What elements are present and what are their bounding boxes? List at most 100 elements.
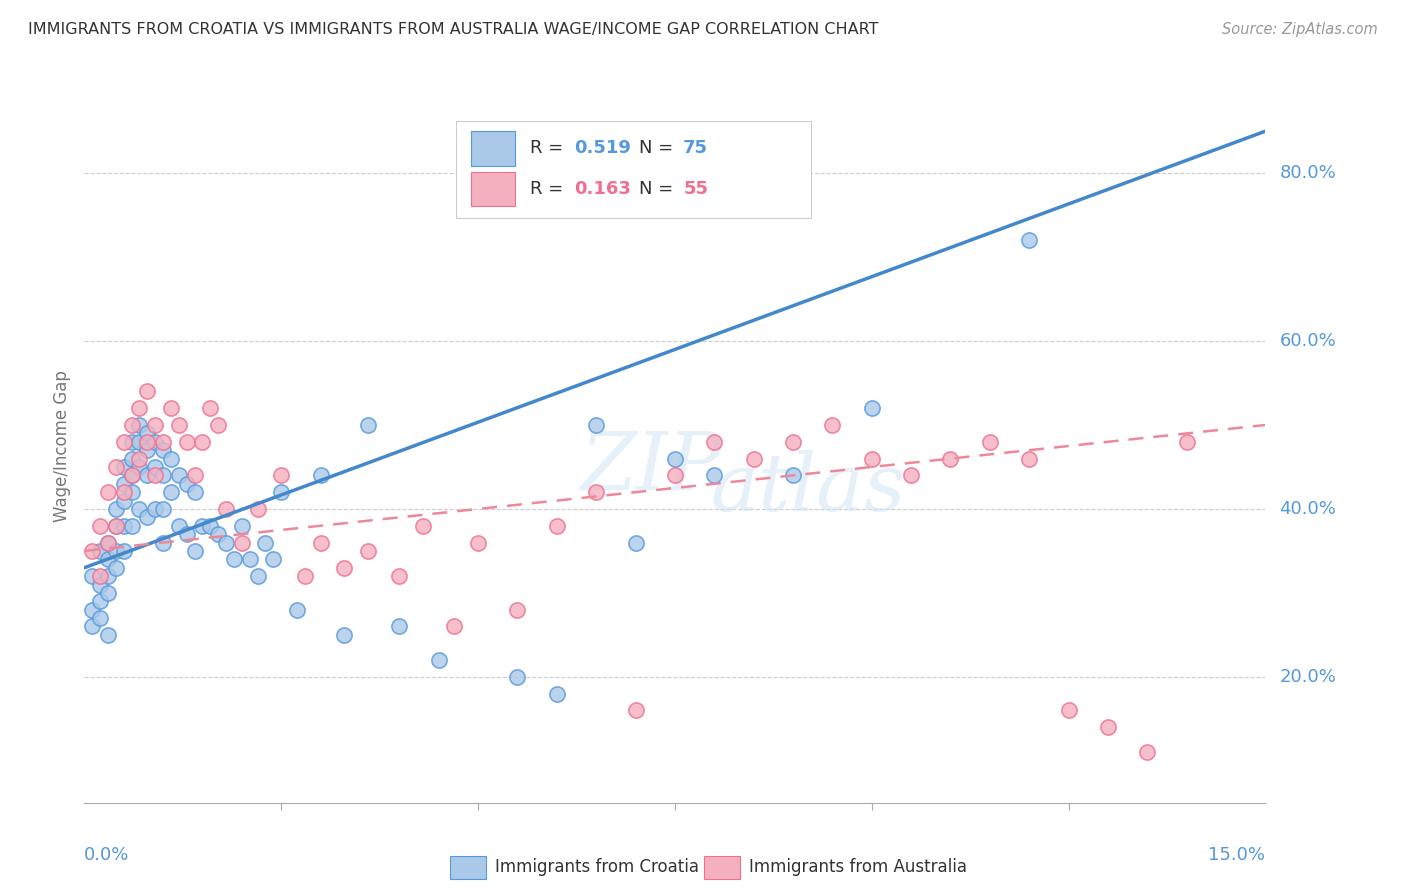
FancyBboxPatch shape	[471, 131, 516, 166]
Point	[412, 518, 434, 533]
Point	[1018, 233, 1040, 247]
Point	[703, 468, 725, 483]
Point	[546, 518, 568, 533]
Point	[82, 569, 104, 583]
Text: Immigrants from Croatia: Immigrants from Croatia	[495, 858, 699, 876]
Point	[82, 619, 104, 633]
Text: 80.0%: 80.0%	[1279, 164, 1336, 182]
Text: Immigrants from Australia: Immigrants from Australia	[749, 858, 967, 876]
Point	[207, 417, 229, 432]
Point	[143, 460, 166, 475]
Point	[128, 460, 150, 475]
Point	[121, 468, 143, 483]
Point	[112, 493, 135, 508]
Point	[112, 434, 135, 449]
Point	[128, 401, 150, 416]
Point	[152, 502, 174, 516]
Point	[89, 594, 111, 608]
Y-axis label: Wage/Income Gap: Wage/Income Gap	[53, 370, 72, 522]
Point	[136, 510, 159, 524]
Point	[183, 468, 205, 483]
FancyBboxPatch shape	[457, 121, 811, 218]
Point	[104, 544, 127, 558]
Point	[664, 468, 686, 483]
Text: 15.0%: 15.0%	[1208, 846, 1265, 863]
Text: R =: R =	[530, 180, 568, 198]
Point	[121, 451, 143, 466]
Point	[97, 535, 120, 549]
Point	[143, 468, 166, 483]
Point	[167, 417, 190, 432]
Point	[388, 569, 411, 583]
FancyBboxPatch shape	[471, 172, 516, 206]
Point	[167, 518, 190, 533]
Point	[160, 401, 183, 416]
Point	[207, 527, 229, 541]
Point	[160, 451, 183, 466]
Point	[200, 401, 222, 416]
Point	[1136, 746, 1159, 760]
Point	[1175, 434, 1198, 449]
Point	[270, 485, 292, 500]
Point	[112, 518, 135, 533]
Point	[82, 603, 104, 617]
Text: 0.519: 0.519	[575, 139, 631, 157]
Point	[270, 468, 292, 483]
Point	[97, 535, 120, 549]
Text: 55: 55	[683, 180, 709, 198]
Point	[128, 451, 150, 466]
Point	[285, 603, 308, 617]
Point	[97, 569, 120, 583]
Point	[979, 434, 1001, 449]
Point	[104, 518, 127, 533]
Point	[239, 552, 262, 566]
Point	[1018, 451, 1040, 466]
FancyBboxPatch shape	[704, 856, 740, 880]
Point	[215, 502, 238, 516]
Text: Source: ZipAtlas.com: Source: ZipAtlas.com	[1222, 22, 1378, 37]
Point	[89, 569, 111, 583]
Point	[89, 577, 111, 591]
Point	[467, 535, 489, 549]
Point	[82, 544, 104, 558]
Point	[136, 384, 159, 399]
Point	[143, 502, 166, 516]
Point	[254, 535, 277, 549]
Point	[939, 451, 962, 466]
Point	[664, 451, 686, 466]
Point	[152, 468, 174, 483]
Point	[388, 619, 411, 633]
Point	[443, 619, 465, 633]
Point	[128, 434, 150, 449]
Point	[183, 485, 205, 500]
Point	[782, 468, 804, 483]
Point	[246, 502, 269, 516]
Point	[427, 653, 450, 667]
Point	[97, 552, 120, 566]
Point	[624, 703, 647, 717]
Point	[104, 502, 127, 516]
Text: 20.0%: 20.0%	[1279, 668, 1336, 686]
Point	[860, 401, 883, 416]
Point	[97, 485, 120, 500]
Point	[231, 535, 253, 549]
FancyBboxPatch shape	[450, 856, 486, 880]
Point	[1057, 703, 1080, 717]
Point	[143, 434, 166, 449]
Point	[546, 687, 568, 701]
Point	[89, 518, 111, 533]
Point	[215, 535, 238, 549]
Point	[231, 518, 253, 533]
Text: 75: 75	[683, 139, 709, 157]
Point	[782, 434, 804, 449]
Point	[333, 560, 356, 574]
Point	[191, 434, 214, 449]
Point	[222, 552, 245, 566]
Point	[900, 468, 922, 483]
Text: 40.0%: 40.0%	[1279, 500, 1336, 518]
Point	[121, 468, 143, 483]
Text: R =: R =	[530, 139, 568, 157]
Point	[585, 485, 607, 500]
Point	[128, 417, 150, 432]
Point	[309, 468, 332, 483]
